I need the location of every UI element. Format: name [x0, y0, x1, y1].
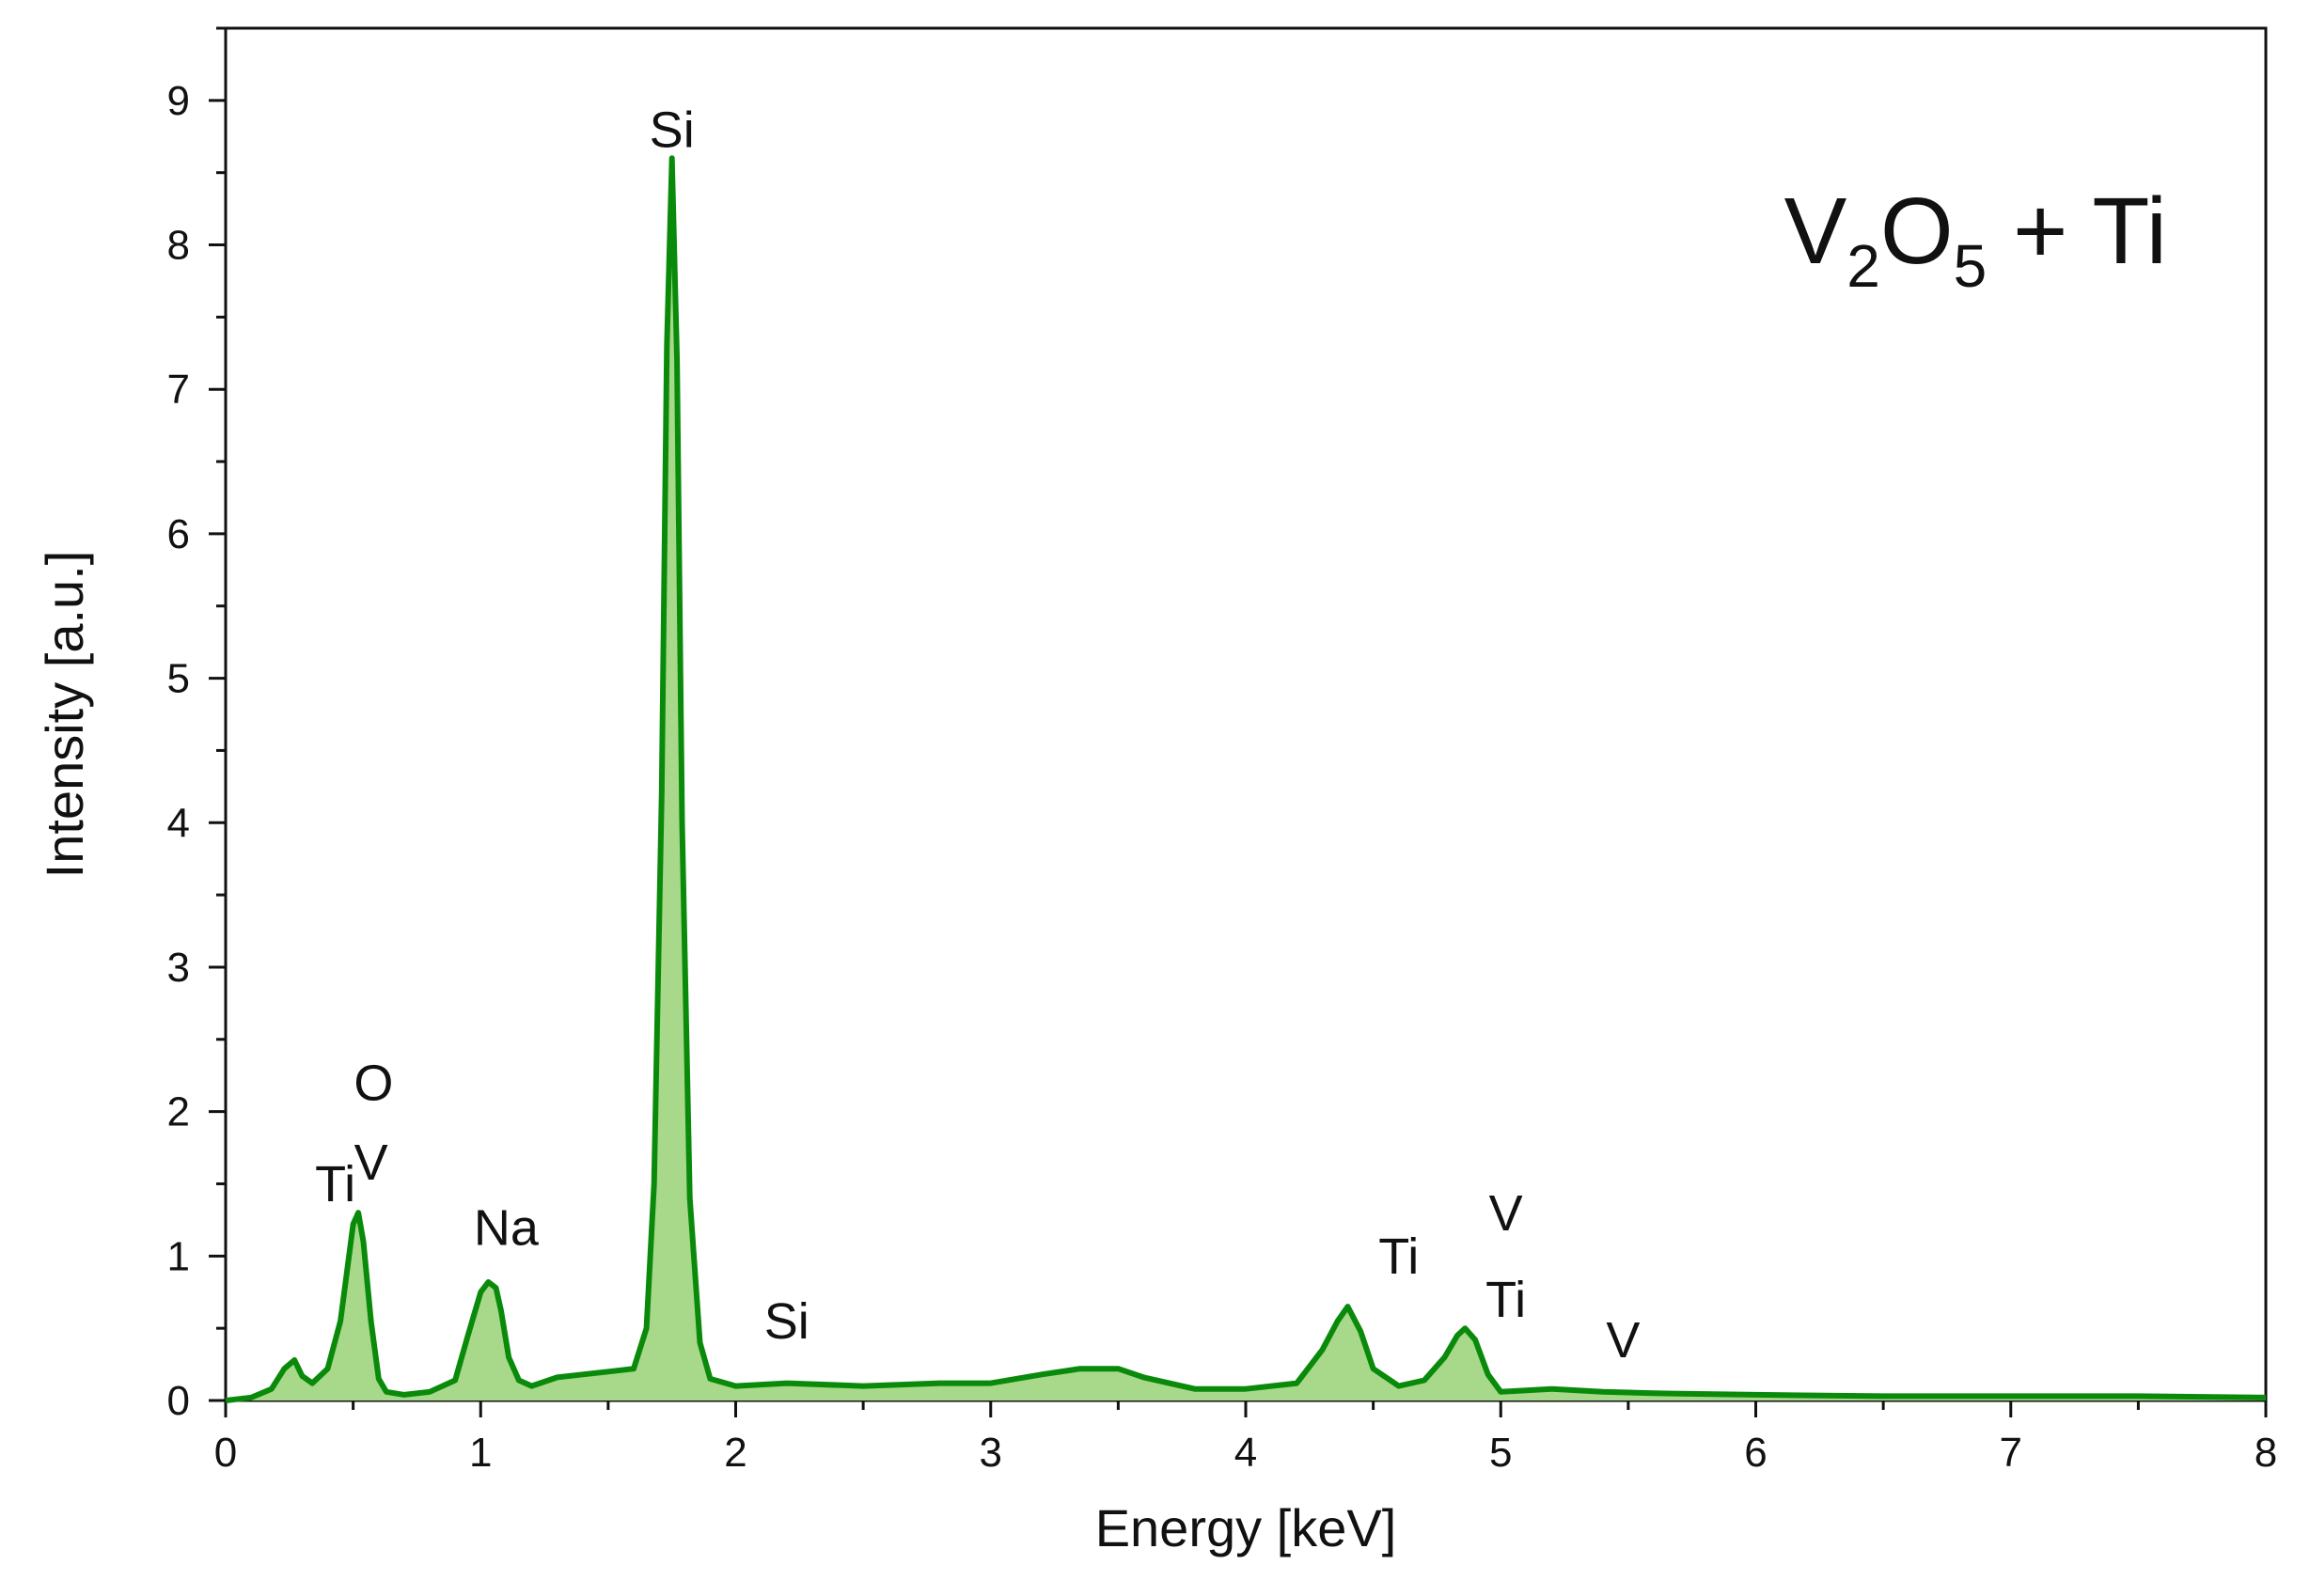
y-tick-label: 1: [167, 1233, 190, 1279]
x-axis-title: Energy [keV]: [1095, 1498, 1397, 1557]
peak-label: Na: [474, 1199, 540, 1256]
x-tick-label: 4: [1234, 1430, 1257, 1476]
peak-label: V: [1489, 1185, 1523, 1242]
sample-label-v: V: [1784, 179, 1847, 284]
x-tick-label: 6: [1744, 1430, 1767, 1476]
peak-label: Ti: [1378, 1228, 1419, 1285]
peak-label: O: [354, 1056, 393, 1112]
x-tick-label: 7: [2000, 1430, 2022, 1476]
spectrum-line: [225, 155, 2267, 1403]
y-tick-label: 0: [167, 1378, 190, 1424]
peak-label: Si: [650, 102, 695, 158]
sample-label-o: O: [1880, 179, 1954, 284]
y-tick-label: 8: [167, 223, 190, 269]
y-tick-label: 6: [167, 511, 190, 557]
peak-label: Ti: [315, 1156, 355, 1213]
peak-label: Ti: [1485, 1272, 1526, 1328]
x-tick-label: 3: [980, 1430, 1002, 1476]
sample-label-sub1: 2: [1846, 232, 1880, 300]
sample-label-rest: + Ti: [1987, 179, 2167, 284]
sample-label: V2O5 + Ti: [1784, 179, 2167, 300]
x-tick-label: 0: [214, 1430, 237, 1476]
y-tick-label: 7: [167, 367, 190, 413]
spectrum-series: [225, 155, 2267, 1403]
peak-label: V: [1606, 1312, 1640, 1369]
axes: 0 1 2 3 4 5 6 7 8 0 1 2 3 4 5 6 7 8 9: [167, 26, 2277, 1476]
x-tick-label: 1: [469, 1430, 492, 1476]
y-tick-label: 3: [167, 945, 190, 991]
peak-label: V: [354, 1134, 388, 1191]
y-axis-title: Intensity [a.u.]: [35, 551, 94, 879]
y-tick-label: 4: [167, 800, 190, 846]
y-tick-label: 5: [167, 656, 190, 702]
sample-label-sub2: 5: [1954, 232, 1988, 300]
x-tick-label: 8: [2255, 1430, 2277, 1476]
x-tick-label: 2: [724, 1430, 746, 1476]
x-tick-label: 5: [1489, 1430, 1512, 1476]
y-tick-label: 2: [167, 1089, 190, 1135]
y-tick-label: 9: [167, 78, 190, 124]
peak-label: Si: [764, 1293, 809, 1350]
